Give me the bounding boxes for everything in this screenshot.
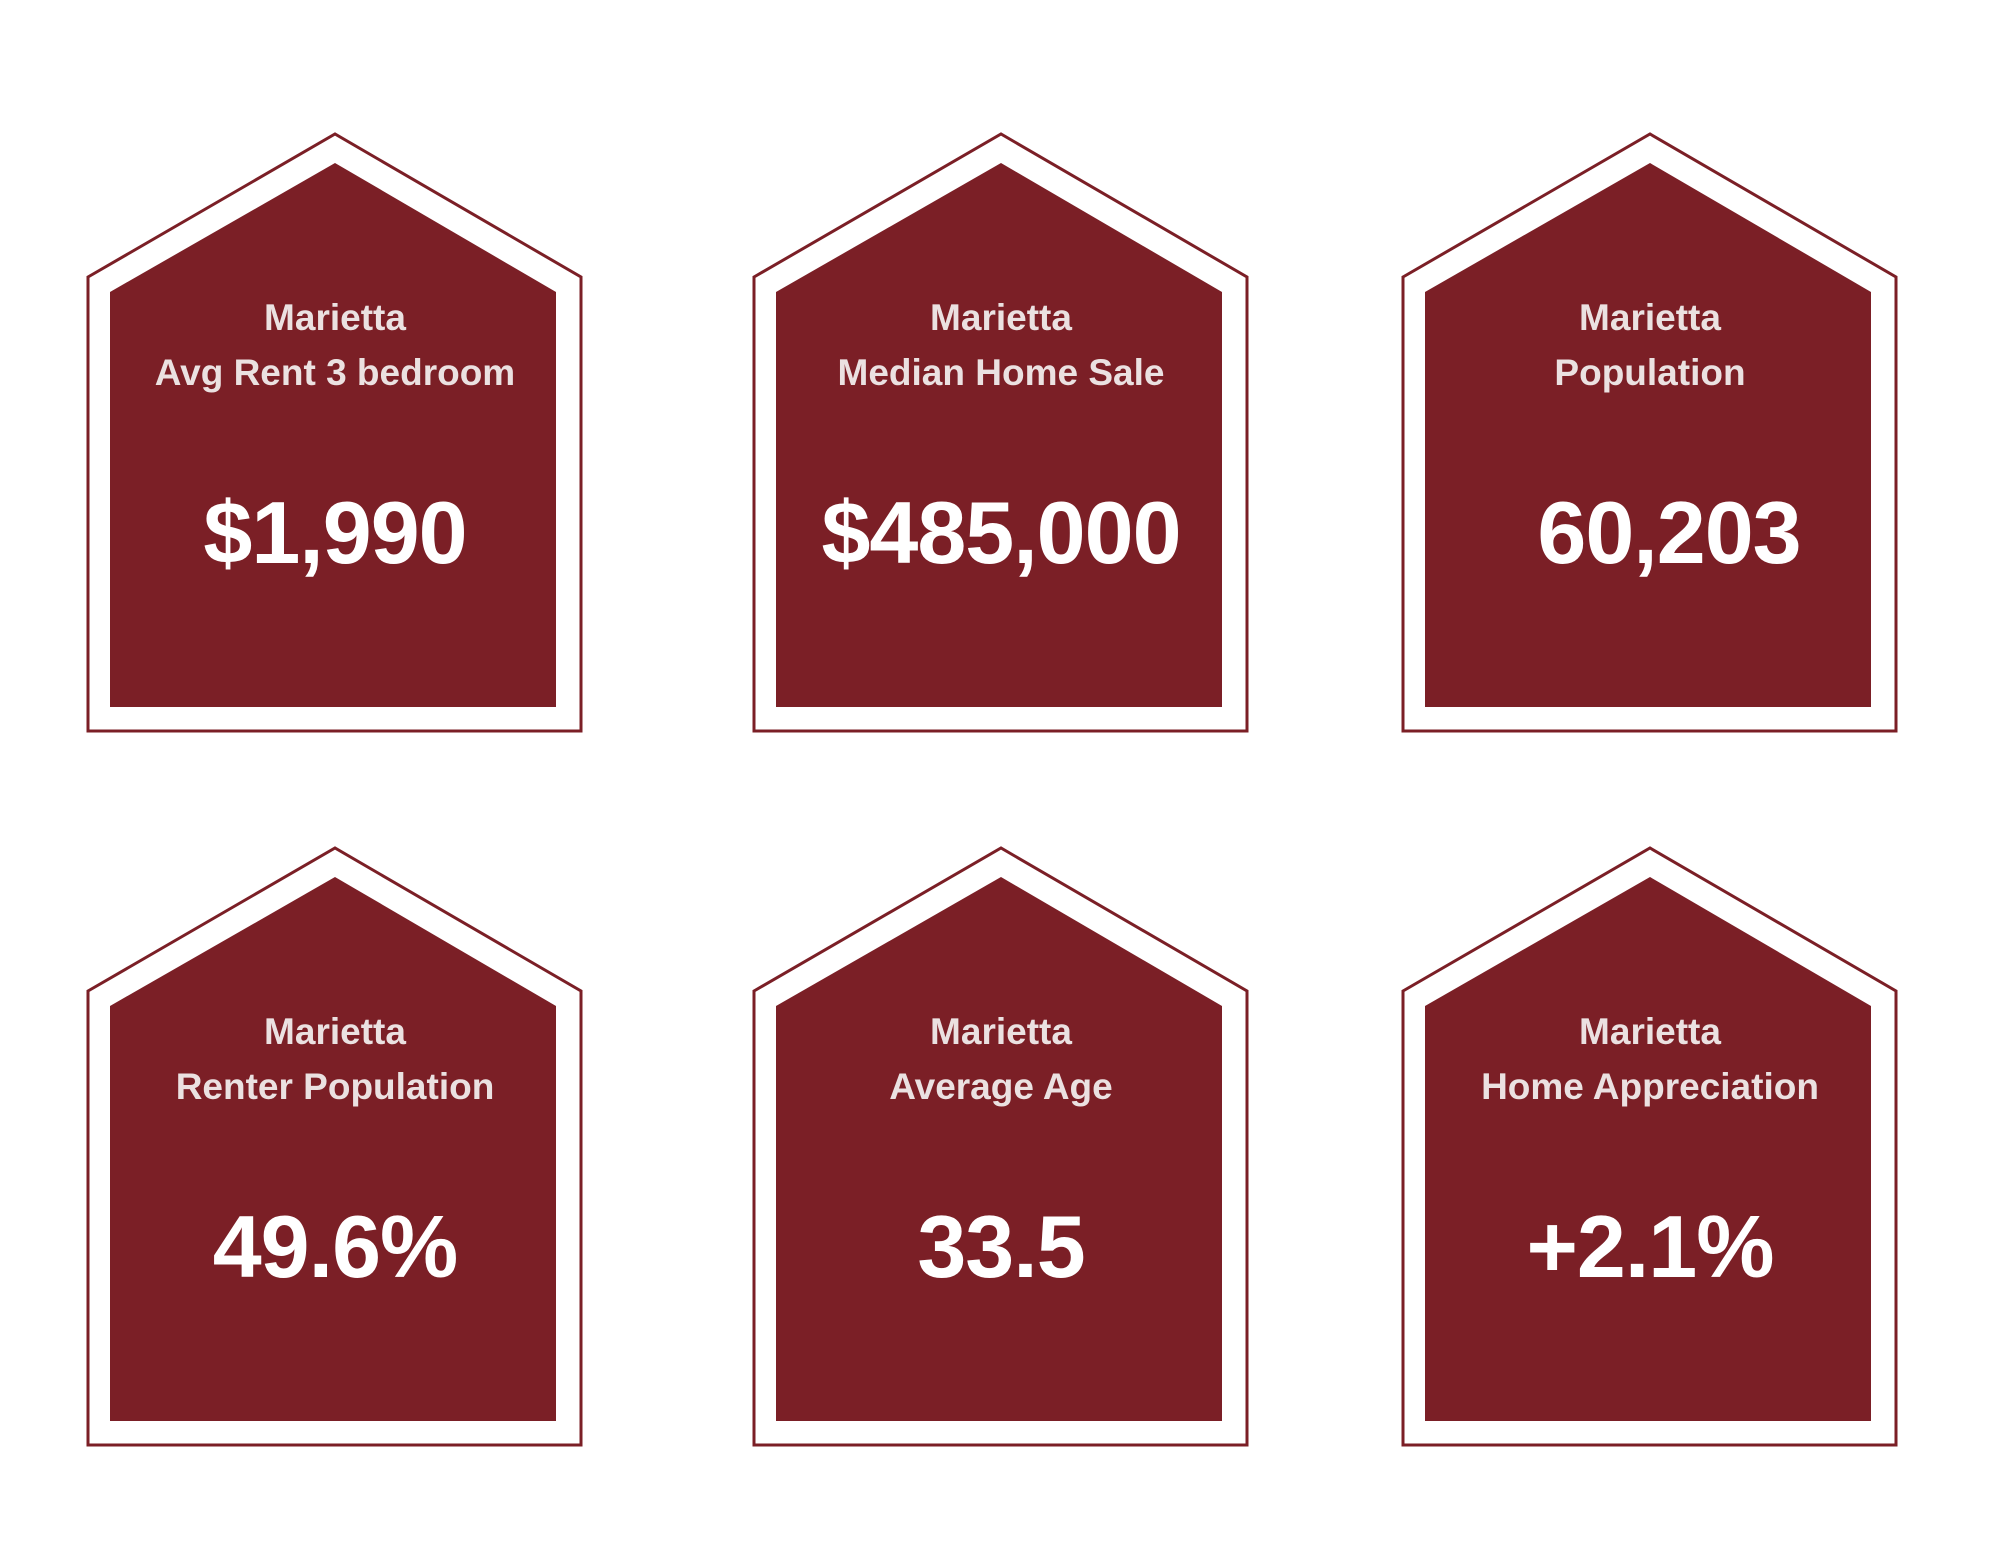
- house-icon: [86, 132, 583, 733]
- house-icon: [86, 846, 583, 1447]
- stat-title: Marietta Home Appreciation: [1395, 1004, 1905, 1114]
- house-icon: [752, 132, 1249, 733]
- stat-card-average-age: Marietta Average Age 33.5: [746, 844, 1256, 1464]
- stat-value: $485,000: [821, 483, 1181, 582]
- house-icon: [1401, 846, 1898, 1447]
- house-icon: [1401, 132, 1898, 733]
- stat-title: Marietta Median Home Sale: [746, 290, 1256, 400]
- stat-city: Marietta: [930, 297, 1072, 338]
- house-icon: [752, 846, 1249, 1447]
- stat-value: $1,990: [203, 483, 467, 582]
- stat-title: Marietta Avg Rent 3 bedroom: [80, 290, 590, 400]
- stat-value: +2.1%: [1526, 1197, 1775, 1296]
- stat-label: Home Appreciation: [1481, 1066, 1819, 1107]
- stat-value: 60,203: [1537, 483, 1801, 582]
- stat-city: Marietta: [264, 297, 406, 338]
- stat-card-renter-population: Marietta Renter Population 49.6%: [80, 844, 590, 1464]
- stat-value: 49.6%: [212, 1197, 459, 1296]
- stat-title: Marietta Population: [1395, 290, 1905, 400]
- stat-city: Marietta: [1579, 297, 1721, 338]
- stat-city: Marietta: [264, 1011, 406, 1052]
- stat-label: Median Home Sale: [837, 352, 1165, 393]
- stat-card-median-home-sale: Marietta Median Home Sale $485,000: [746, 130, 1256, 750]
- stat-card-avg-rent: Marietta Avg Rent 3 bedroom $1,990: [80, 130, 590, 750]
- stat-value: 33.5: [917, 1197, 1085, 1296]
- stat-title: Marietta Renter Population: [80, 1004, 590, 1114]
- stat-card-population: Marietta Population 60,203: [1395, 130, 1905, 750]
- stat-label: Population: [1554, 352, 1746, 393]
- stat-card-home-appreciation: Marietta Home Appreciation +2.1%: [1395, 844, 1905, 1464]
- stat-label: Renter Population: [175, 1066, 495, 1107]
- stat-label: Avg Rent 3 bedroom: [154, 352, 516, 393]
- stat-city: Marietta: [1579, 1011, 1721, 1052]
- stat-label: Average Age: [889, 1066, 1113, 1107]
- stat-city: Marietta: [930, 1011, 1072, 1052]
- stat-title: Marietta Average Age: [746, 1004, 1256, 1114]
